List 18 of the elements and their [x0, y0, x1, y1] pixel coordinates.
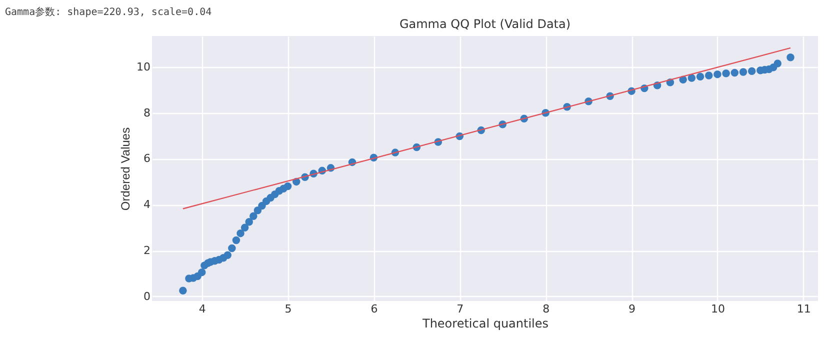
x-tick-label: 8 [542, 302, 550, 316]
x-tick-label: 5 [284, 302, 292, 316]
text: Gamma参数: shape=220.93, scale=0.04 [5, 6, 212, 18]
y-tick-label: 6 [144, 152, 150, 166]
y-tick-label: 2 [144, 244, 150, 258]
x-axis-title: Theoretical quantiles [421, 316, 549, 330]
y-tick-label: 4 [144, 198, 150, 212]
x-tick-label: 4 [198, 302, 206, 316]
x-tick-label: 9 [628, 302, 636, 316]
x-tick-label: 10 [710, 302, 725, 316]
x-tick-label: 7 [456, 302, 464, 316]
y-axis-title: Ordered Values [118, 127, 133, 211]
x-tick-label: 6 [370, 302, 378, 316]
y-tick-label: 10 [136, 60, 150, 74]
x-tick-label: 11 [796, 302, 811, 316]
y-tick-label: 8 [144, 106, 150, 120]
chart-title: Gamma QQ Plot (Valid Data) [399, 17, 571, 31]
y-tick-label: 0 [144, 290, 150, 303]
